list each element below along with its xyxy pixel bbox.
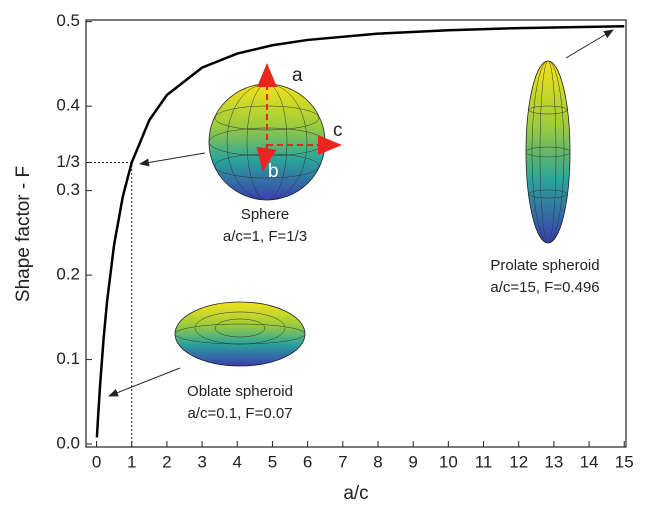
x-tick-label: 9 (408, 452, 417, 471)
x-tick-label: 10 (439, 452, 458, 471)
x-axis-title: a/c (343, 483, 368, 504)
x-tick-label: 15 (615, 452, 634, 471)
y-tick-label: 0.5 (56, 11, 80, 30)
x-tick-label: 7 (338, 452, 347, 471)
x-tick-label: 1 (127, 452, 136, 471)
prolate-illustration (525, 60, 571, 244)
x-tick-label: 3 (197, 452, 206, 471)
arrow (108, 367, 181, 397)
x-tick-label: 4 (233, 452, 242, 471)
y-axis-title: Shape factor - F (13, 166, 34, 302)
x-tick-label: 5 (268, 452, 277, 471)
x-tick-label: 11 (475, 452, 493, 471)
annotation: Oblate spheroid (187, 383, 293, 400)
annotation: a/c=15, F=0.496 (490, 279, 599, 296)
annotation: Sphere (241, 206, 289, 223)
oblate-illustration (174, 301, 306, 367)
y-tick-label: 0.2 (56, 265, 80, 284)
x-tick-label: 2 (162, 452, 171, 471)
x-tick-label: 6 (303, 452, 312, 471)
y-tick-label: 0.0 (56, 434, 80, 453)
y-tick-label: 0.1 (56, 349, 80, 368)
x-tick-label: 0 (92, 452, 101, 471)
annotation: a/c=1, F=1/3 (223, 228, 307, 245)
axis-letter: c (333, 120, 343, 141)
data-line (95, 25, 625, 438)
y-tick-label: 1/3 (56, 152, 80, 171)
annotation: a/c=0.1, F=0.07 (187, 405, 292, 422)
x-tick-label: 12 (509, 452, 528, 471)
arrow (565, 29, 614, 59)
x-tick-label: 14 (580, 452, 599, 471)
y-tick-label: 0.3 (56, 180, 80, 199)
plot-frame (85, 19, 627, 448)
axis-letter: a (292, 65, 303, 86)
arrow (139, 152, 206, 167)
annotation: Prolate spheroid (490, 257, 599, 274)
axis-letter: b (268, 161, 279, 182)
y-tick-label: 0.4 (56, 96, 80, 115)
sphere-illustration (208, 63, 342, 201)
x-tick-label: 8 (373, 452, 382, 471)
x-tick-label: 13 (544, 452, 563, 471)
